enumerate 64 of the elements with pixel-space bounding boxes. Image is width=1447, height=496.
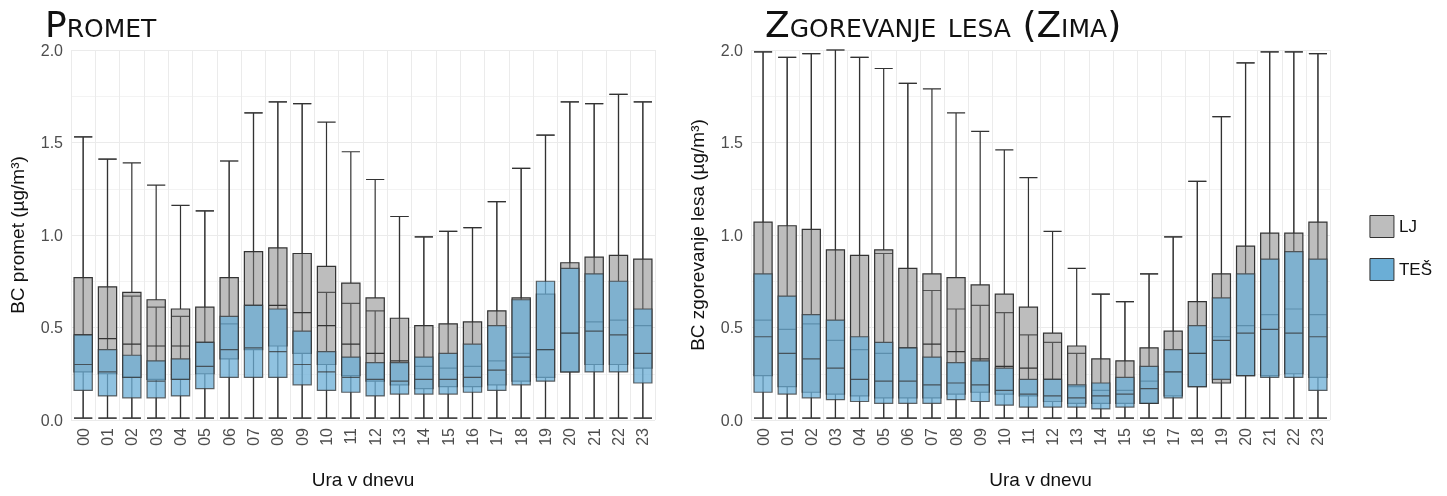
x-axis-title: Ura v dnevu bbox=[311, 469, 415, 490]
x-tick-label: 17 bbox=[1164, 427, 1182, 446]
x-tick-label: 13 bbox=[391, 427, 408, 446]
x-tick-label: 20 bbox=[561, 427, 579, 446]
x-tick-label: 07 bbox=[245, 427, 262, 446]
x-tick-label: 03 bbox=[147, 427, 165, 446]
x-tick-label: 03 bbox=[826, 427, 844, 446]
x-tick-label: 18 bbox=[512, 427, 530, 446]
x-tick-label: 10 bbox=[318, 427, 335, 446]
x-tick-label: 06 bbox=[220, 427, 238, 446]
legend-label: TEŠ bbox=[1398, 260, 1432, 279]
y-tick-label: 1.0 bbox=[40, 226, 64, 244]
x-tick-label: 01 bbox=[99, 427, 116, 446]
x-tick-label: 00 bbox=[754, 427, 772, 446]
x-tick-label: 21 bbox=[1261, 427, 1279, 446]
x-tick-label: 07 bbox=[923, 427, 941, 446]
x-tick-label: 14 bbox=[1092, 427, 1110, 446]
x-tick-label: 04 bbox=[172, 427, 189, 446]
legend-label: LJ bbox=[1398, 217, 1417, 236]
y-tick-label: 0.5 bbox=[720, 319, 744, 336]
y-tick-label: 1.5 bbox=[720, 134, 744, 151]
x-tick-label: 06 bbox=[899, 427, 917, 446]
x-tick-label: 22 bbox=[610, 427, 627, 446]
x-axis-title: Ura v dnevu bbox=[989, 469, 1092, 490]
x-tick-label: 09 bbox=[971, 427, 989, 446]
x-tick-label: 17 bbox=[488, 427, 506, 446]
x-tick-label: 11 bbox=[342, 427, 360, 445]
y-tick-label: 0.5 bbox=[40, 319, 64, 336]
x-tick-label: 01 bbox=[778, 427, 796, 446]
x-tick-label: 08 bbox=[947, 427, 965, 446]
x-tick-label: 15 bbox=[439, 427, 457, 446]
x-tick-label: 00 bbox=[74, 427, 92, 446]
chart-title: Zgorevanje lesa (Zima) bbox=[765, 4, 1122, 45]
y-axis-title: BC promet (µg/m³) bbox=[7, 156, 28, 314]
x-tick-label: 05 bbox=[196, 427, 214, 446]
x-tick-label: 16 bbox=[464, 427, 481, 446]
x-tick-label: 15 bbox=[1116, 427, 1134, 446]
x-tick-label: 11 bbox=[1019, 427, 1037, 445]
x-tick-label: 19 bbox=[537, 427, 554, 446]
x-tick-label: 02 bbox=[802, 427, 820, 446]
x-tick-label: 14 bbox=[415, 427, 433, 446]
y-tick-label: 1.5 bbox=[40, 134, 64, 151]
y-tick-label: 0.0 bbox=[40, 411, 64, 429]
x-tick-label: 23 bbox=[634, 427, 652, 446]
y-tick-label: 1.0 bbox=[720, 226, 744, 244]
x-tick-label: 09 bbox=[293, 427, 311, 446]
x-tick-label: 08 bbox=[269, 427, 287, 446]
x-tick-label: 21 bbox=[585, 427, 603, 446]
y-tick-label: 0.0 bbox=[720, 411, 744, 429]
x-tick-label: 12 bbox=[1044, 427, 1062, 446]
x-tick-label: 13 bbox=[1068, 427, 1086, 446]
x-tick-label: 20 bbox=[1237, 427, 1255, 446]
x-tick-label: 05 bbox=[875, 427, 893, 446]
y-tick-label: 2.0 bbox=[720, 41, 744, 59]
x-tick-label: 04 bbox=[851, 427, 869, 446]
x-tick-label: 12 bbox=[366, 427, 384, 446]
x-tick-label: 22 bbox=[1285, 427, 1303, 446]
x-tick-label: 23 bbox=[1309, 427, 1327, 446]
x-tick-label: 16 bbox=[1140, 427, 1158, 446]
x-tick-label: 02 bbox=[123, 427, 141, 446]
x-tick-label: 18 bbox=[1188, 427, 1206, 446]
x-tick-label: 10 bbox=[995, 427, 1013, 446]
x-tick-label: 19 bbox=[1212, 427, 1230, 446]
y-axis-title: BC zgorevanje lesa (µg/m³) bbox=[687, 119, 708, 351]
